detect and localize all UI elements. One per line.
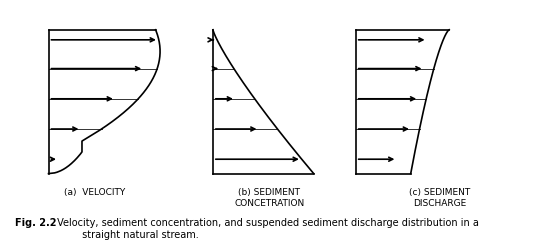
Text: (a)  VELOCITY: (a) VELOCITY [64, 188, 125, 197]
Text: (c) SEDIMENT
DISCHARGE: (c) SEDIMENT DISCHARGE [409, 188, 470, 208]
Text: Velocity, sediment concentration, and suspended sediment discharge distribution : Velocity, sediment concentration, and su… [54, 218, 479, 240]
Text: (b) SEDIMENT
CONCETRATION: (b) SEDIMENT CONCETRATION [234, 188, 305, 208]
Text: Fig. 2.2: Fig. 2.2 [15, 218, 57, 228]
